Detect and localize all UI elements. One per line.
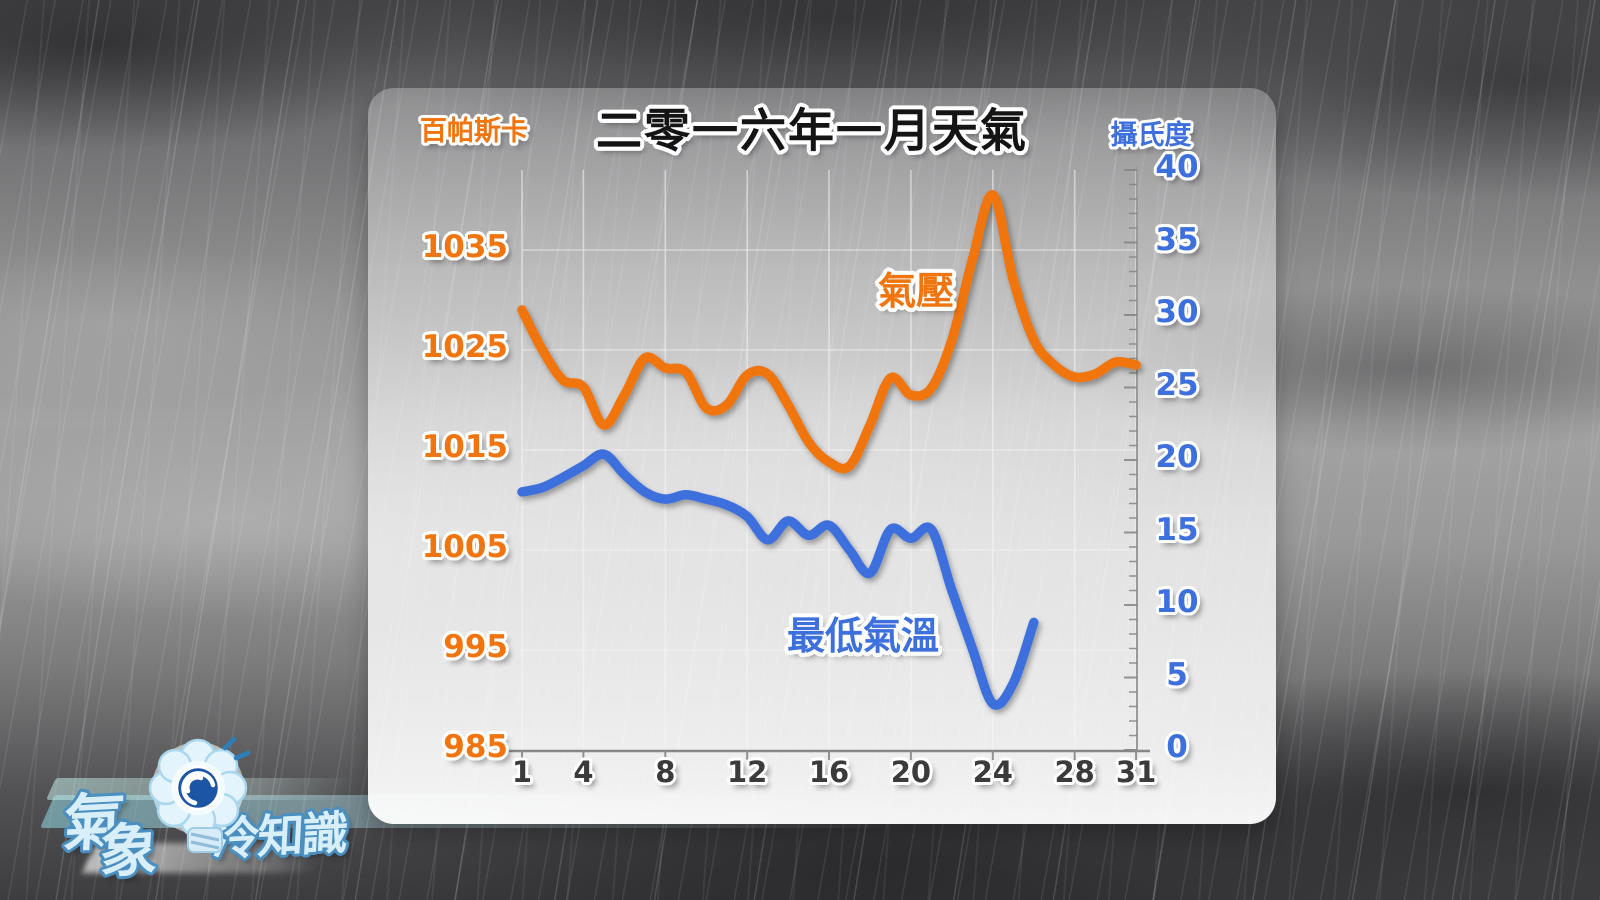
x-axis-tick-label: 28	[1054, 755, 1095, 789]
right-axis-tick-label: 30	[1155, 294, 1199, 330]
x-axis-tick-label: 1	[511, 755, 533, 789]
min-temperature-series-label: 最低氣溫	[786, 614, 940, 659]
left-axis-unit-label: 百帕斯卡	[420, 116, 528, 148]
left-axis-tick-label: 1025	[421, 329, 508, 365]
right-axis-tick-label: 40	[1155, 149, 1199, 185]
left-axis-tick-label: 985	[443, 729, 508, 765]
right-axis-unit-label: 攝氏度	[1110, 120, 1192, 152]
x-axis-tick-label: 16	[808, 755, 850, 789]
right-axis-tick-label: 5	[1166, 656, 1188, 693]
hko-cloud-bulb-icon	[148, 736, 251, 853]
right-axis-tick-label: 35	[1155, 221, 1199, 258]
x-axis-tick-label: 31	[1115, 755, 1157, 789]
x-axis-tick-label: 8	[655, 755, 676, 789]
chart-title: 二零一六年一月天氣	[596, 103, 1028, 158]
right-axis-tick-label: 0	[1166, 729, 1188, 765]
x-axis-tick-label: 12	[726, 755, 768, 789]
left-axis-tick-label: 1005	[421, 529, 508, 565]
left-axis-tick-label: 1015	[421, 429, 508, 465]
bulb-screw-base	[187, 827, 223, 853]
sparkle-dashes	[222, 736, 251, 761]
right-axis-tick-label: 10	[1155, 584, 1199, 620]
pressure-series-label: 氣壓	[877, 269, 955, 314]
hko-emblem-swirl	[181, 771, 216, 806]
right-axis-tick-label: 20	[1155, 439, 1199, 475]
right-axis-tick-label: 25	[1155, 366, 1199, 403]
left-axis-tick-label: 995	[443, 629, 508, 665]
left-axis-tick-label: 1035	[421, 229, 508, 265]
x-axis-tick-label: 24	[972, 755, 1013, 789]
right-axis-tick-label: 15	[1155, 511, 1199, 548]
x-axis-tick-label: 4	[573, 755, 594, 789]
x-axis-tick-label: 20	[890, 755, 932, 789]
